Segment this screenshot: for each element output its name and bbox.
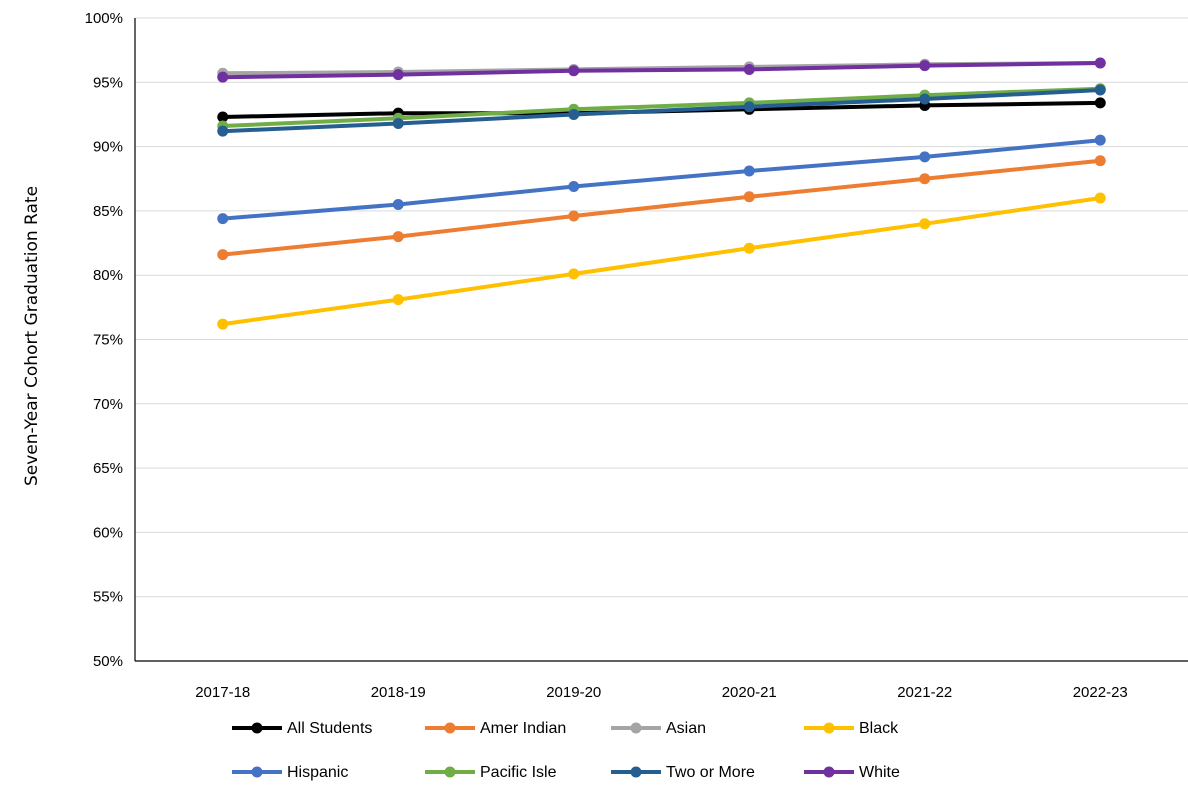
data-point: [568, 65, 580, 77]
series-line: [220, 61, 1103, 80]
data-point: [568, 210, 580, 222]
x-tick-label: 2021-22: [897, 684, 952, 701]
data-point: [919, 60, 931, 72]
data-point: [1094, 192, 1106, 204]
data-point: [217, 125, 229, 137]
legend-item: Hispanic: [232, 764, 348, 781]
x-tick-label: 2022-23: [1073, 684, 1128, 701]
data-point: [217, 249, 229, 261]
data-point: [919, 218, 931, 230]
legend-item: All Students: [232, 720, 372, 737]
y-tick-label: 85%: [93, 203, 123, 220]
x-tick-label: 2018-19: [371, 684, 426, 701]
y-tick-label: 90%: [93, 139, 123, 156]
legend-label: Pacific Isle: [480, 764, 557, 781]
series-lines: [217, 57, 1106, 330]
x-tick-label: 2020-21: [722, 684, 777, 701]
y-tick-label: 95%: [93, 74, 123, 91]
data-point: [217, 71, 229, 83]
legend-marker: [444, 722, 456, 734]
legend-item: White: [804, 764, 900, 781]
legend-marker: [823, 766, 835, 778]
legend-item: Asian: [611, 720, 706, 737]
legend-marker: [251, 722, 263, 734]
y-tick-label: 65%: [93, 460, 123, 477]
data-point: [392, 198, 404, 210]
legend-label: Two or More: [666, 764, 755, 781]
legend-marker: [823, 722, 835, 734]
data-point: [919, 93, 931, 105]
series-two-or-more: [217, 84, 1106, 137]
series-line: [220, 158, 1103, 257]
data-point: [568, 180, 580, 192]
data-point: [743, 101, 755, 113]
y-tick-label: 70%: [93, 396, 123, 413]
series-line: [220, 88, 1103, 134]
series-amer-indian: [217, 155, 1106, 261]
series-line: [220, 86, 1103, 128]
legend-label: All Students: [287, 720, 372, 737]
data-point: [217, 213, 229, 225]
data-point: [217, 111, 229, 123]
legend-label: White: [859, 764, 900, 781]
y-tick-label: 100%: [85, 10, 123, 27]
data-point: [743, 165, 755, 177]
data-point: [392, 231, 404, 243]
axes: 50% 55% 60% 65% 70% 75% 80% 85% 90% 95% 100% 2017-1…: [85, 10, 1188, 701]
legend-marker: [630, 766, 642, 778]
series-line: [220, 196, 1103, 327]
legend-item: Two or More: [611, 764, 755, 781]
legend-marker: [444, 766, 456, 778]
legend-marker: [630, 722, 642, 734]
y-tick-label: 75%: [93, 332, 123, 349]
series-white: [217, 57, 1106, 83]
x-tick-label: 2017-18: [195, 684, 250, 701]
data-point: [568, 268, 580, 280]
legend-item: Pacific Isle: [425, 764, 557, 781]
data-point: [217, 318, 229, 330]
data-point: [1094, 84, 1106, 96]
y-tick-label: 60%: [93, 524, 123, 541]
data-point: [392, 117, 404, 129]
series-hispanic: [217, 134, 1106, 225]
legend-label: Asian: [666, 720, 706, 737]
legend-label: Black: [859, 720, 899, 737]
y-tick-label: 55%: [93, 589, 123, 606]
series-black: [217, 192, 1106, 330]
data-point: [919, 151, 931, 163]
y-tick-label: 50%: [93, 653, 123, 670]
legend-marker: [251, 766, 263, 778]
data-point: [919, 173, 931, 185]
data-point: [1094, 155, 1106, 167]
legend: All Students Amer Indian Asian Black Hispani…: [232, 720, 900, 781]
data-point: [743, 242, 755, 254]
legend-item: Amer Indian: [425, 720, 566, 737]
data-point: [1094, 134, 1106, 146]
data-point: [392, 69, 404, 81]
x-tick-label: 2019-20: [546, 684, 601, 701]
y-tick-label: 80%: [93, 267, 123, 284]
data-point: [1094, 57, 1106, 69]
series-line: [220, 138, 1103, 221]
data-point: [568, 108, 580, 120]
data-point: [743, 63, 755, 75]
legend-label: Amer Indian: [480, 720, 566, 737]
legend-item: Black: [804, 720, 899, 737]
legend-label: Hispanic: [287, 764, 348, 781]
data-point: [743, 191, 755, 203]
data-point: [392, 294, 404, 306]
data-point: [1094, 97, 1106, 109]
y-axis-title: Seven-Year Cohort Graduation Rate: [22, 186, 42, 486]
